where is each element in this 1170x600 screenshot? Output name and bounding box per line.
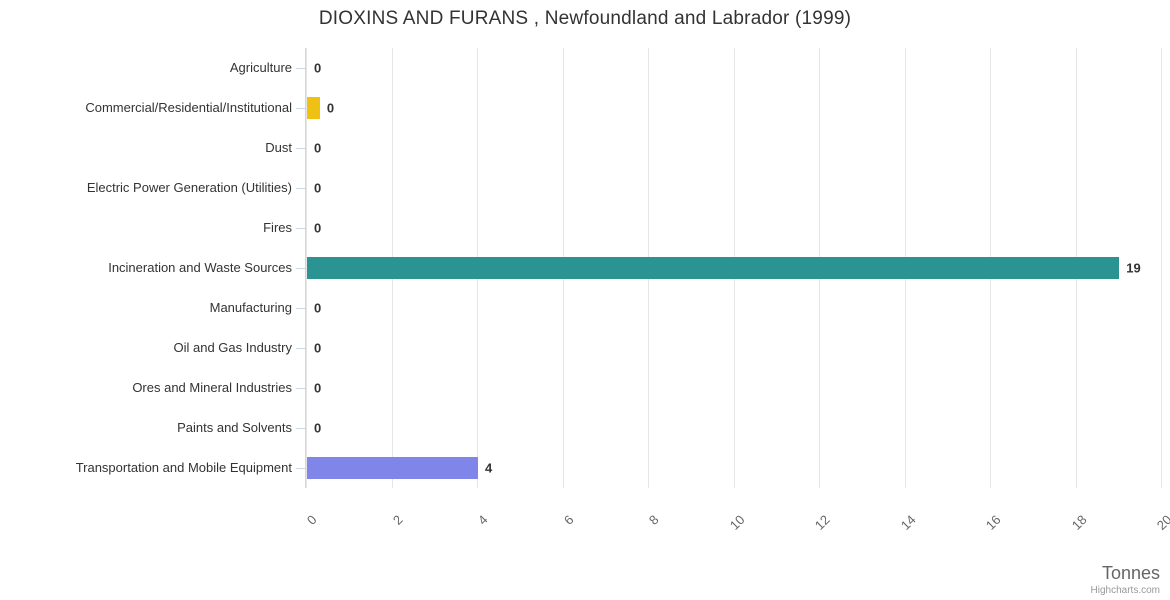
- category-tick: [296, 148, 305, 149]
- data-label: 0: [314, 380, 322, 396]
- category-label: Transportation and Mobile Equipment: [75, 460, 292, 475]
- category-tick: [296, 388, 305, 389]
- category-axis: Agriculture Commercial/Residential/Instit…: [0, 48, 292, 488]
- category-tick: [296, 468, 305, 469]
- category-label: Electric Power Generation (Utilities): [86, 180, 292, 195]
- x-tick-label: 12: [811, 512, 833, 533]
- x-tick-label: 18: [1068, 512, 1090, 533]
- x-axis-title: Tonnes: [1101, 563, 1160, 583]
- category-label: Paints and Solvents: [177, 420, 292, 435]
- category-label: Oil and Gas Industry: [173, 340, 293, 355]
- x-tick-label: 14: [897, 512, 919, 533]
- plot-area: 0 0 0 0 0 19 0 0 0 0 4: [305, 48, 1162, 488]
- x-tick-label: 10: [726, 512, 748, 533]
- category-label: Fires: [263, 220, 292, 235]
- bar-commercial-residential-institutional[interactable]: [307, 97, 320, 119]
- category-tick: [296, 308, 305, 309]
- category-label: Agriculture: [229, 60, 292, 75]
- data-label: 19: [1126, 260, 1141, 276]
- x-tick-label: 0: [303, 512, 320, 528]
- category-tick: [296, 188, 305, 189]
- x-tick-label: 8: [645, 512, 662, 528]
- x-tick-label: 20: [1153, 512, 1170, 533]
- data-label: 0: [314, 180, 322, 196]
- data-label: 0: [314, 340, 322, 356]
- x-tick-label: 2: [389, 512, 406, 528]
- data-label: 0: [314, 420, 322, 436]
- category-tick: [296, 68, 305, 69]
- category-label: Manufacturing: [209, 300, 292, 315]
- x-tick-label: 16: [982, 512, 1004, 533]
- data-label: 0: [314, 60, 322, 76]
- data-label: 0: [314, 220, 322, 236]
- gridline: [306, 48, 307, 488]
- category-tick: [296, 108, 305, 109]
- category-label: Commercial/Residential/Institutional: [85, 100, 292, 115]
- category-label: Ores and Mineral Industries: [132, 380, 292, 395]
- category-tick: [296, 348, 305, 349]
- category-tick: [296, 228, 305, 229]
- category-label: Incineration and Waste Sources: [108, 260, 292, 275]
- highcharts-credit-link[interactable]: Highcharts.com: [1090, 585, 1160, 596]
- data-label: 0: [314, 300, 322, 316]
- category-tick: [296, 428, 305, 429]
- category-tick: [296, 268, 305, 269]
- category-label: Dust: [265, 140, 292, 155]
- gridline: [1161, 48, 1162, 488]
- data-label: 0: [314, 140, 322, 156]
- data-label: 0: [326, 100, 335, 116]
- data-label: 4: [485, 460, 493, 476]
- bar-incineration-and-waste-sources[interactable]: [307, 257, 1120, 279]
- chart-title: DIOXINS AND FURANS , Newfoundland and La…: [318, 8, 852, 29]
- x-tick-label: 4: [474, 512, 491, 528]
- bar-transportation-and-mobile-equipment[interactable]: [307, 457, 478, 479]
- x-tick-label: 6: [560, 512, 577, 528]
